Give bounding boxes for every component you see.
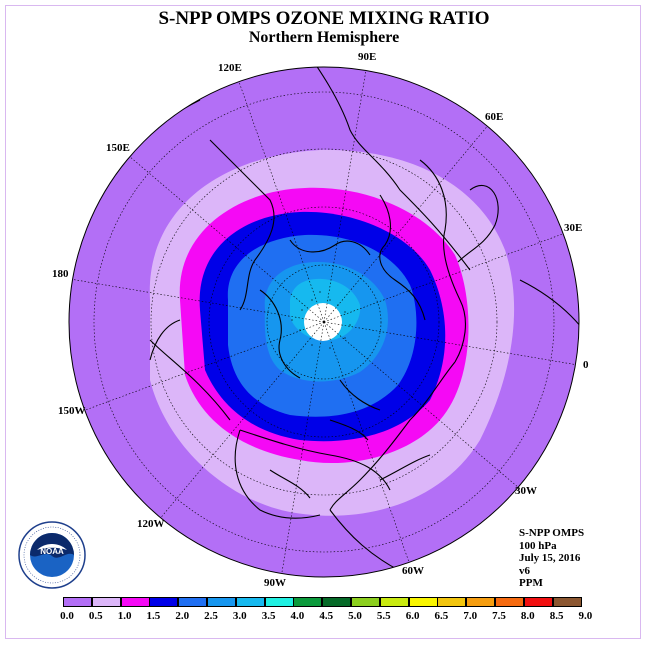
colorbar-swatch: [149, 597, 179, 607]
colorbar-tick-label: 7.5: [492, 610, 506, 622]
lon-label-150e: 150E: [106, 142, 130, 154]
lon-label-90e: 90E: [358, 51, 377, 63]
colorbar-swatch: [322, 597, 352, 607]
colorbar-tick-label: 6.0: [405, 610, 420, 622]
noaa-logo: NOAA: [18, 521, 86, 589]
colorbar-swatch: [264, 597, 294, 607]
info-line-4: v6: [519, 564, 530, 577]
noaa-logo-text: NOAA: [40, 547, 64, 556]
colorbar-swatch: [207, 597, 236, 607]
lon-label-120e: 120E: [218, 62, 242, 74]
colorbar-swatch: [495, 597, 524, 607]
latitude-circles: [93, 91, 555, 553]
info-line-2: 100 hPa: [519, 539, 557, 552]
lon-label-60e: 60E: [485, 111, 504, 123]
lon-label-60w: 60W: [402, 565, 424, 577]
colorbar-tick-label: 0.5: [88, 610, 103, 622]
colorbar-tick-label: 8.5: [549, 610, 564, 622]
map-boundary: [68, 66, 580, 578]
colorbar-tick-label: 1.5: [146, 610, 161, 622]
colorbar-swatch: [120, 597, 150, 607]
colorbar-tick-label: 5.5: [376, 610, 391, 622]
colorbar-swatch: [437, 597, 467, 607]
colorbar-swatch: [379, 597, 409, 607]
coastlines: [119, 67, 579, 577]
colorbar-tick-label: 4.0: [290, 610, 305, 622]
lon-label-0: 0: [583, 359, 589, 371]
lon-label-90w: 90W: [264, 577, 286, 589]
colorbar-tick-label: 1.0: [117, 610, 132, 622]
colorbar-tick-label: 9.0: [578, 610, 593, 622]
lon-label-150w: 150W: [58, 405, 86, 417]
colorbar-tick-label: 2.5: [204, 610, 218, 622]
colorbar-swatch: [351, 597, 380, 607]
figure-frame: [5, 5, 641, 639]
colorbar-tick-label: 3.5: [261, 610, 276, 622]
colorbar-tick-label: 6.5: [434, 610, 449, 622]
colorbar-swatch: [466, 597, 496, 607]
colorbar-tick-label: 3.0: [232, 610, 247, 622]
colorbar-tick-label: 4.5: [319, 610, 334, 622]
fill-dots: [291, 291, 351, 349]
colorbar-tick-label: 5.0: [348, 610, 362, 622]
colorbar-swatch: [91, 597, 121, 607]
colorbar-tick-label: 8.0: [520, 610, 535, 622]
info-line-5: PPM: [519, 577, 543, 589]
info-line-3: July 15, 2016: [519, 552, 581, 564]
info-line-1: S-NPP OMPS: [519, 527, 585, 539]
colorbar-swatch: [523, 597, 553, 607]
map-subtitle: Northern Hemisphere: [248, 29, 400, 46]
colorbar-swatch: [293, 597, 323, 607]
colorbar-swatch: [235, 597, 265, 607]
lon-label-120w: 120W: [137, 518, 165, 530]
lon-label-30w: 30W: [515, 485, 537, 497]
colorbar-tick-label: 7.0: [463, 610, 478, 622]
meridians: [69, 67, 579, 577]
colorbar-tick-label: 2.0: [175, 610, 190, 622]
colorbar-tick-label: 0.0: [60, 610, 74, 622]
colorbar-swatch: [552, 597, 582, 607]
lon-label-180: 180: [52, 268, 69, 280]
colorbar-swatch: [408, 597, 438, 607]
colorbar-swatch: [63, 597, 92, 607]
map-title: S-NPP OMPS OZONE MIXING RATIO: [158, 8, 490, 29]
colorbar-swatch: [178, 597, 208, 607]
lon-label-30e: 30E: [564, 222, 583, 234]
info-block: S-NPP OMPS 100 hPa July 15, 2016 v6 PPM: [519, 527, 584, 590]
